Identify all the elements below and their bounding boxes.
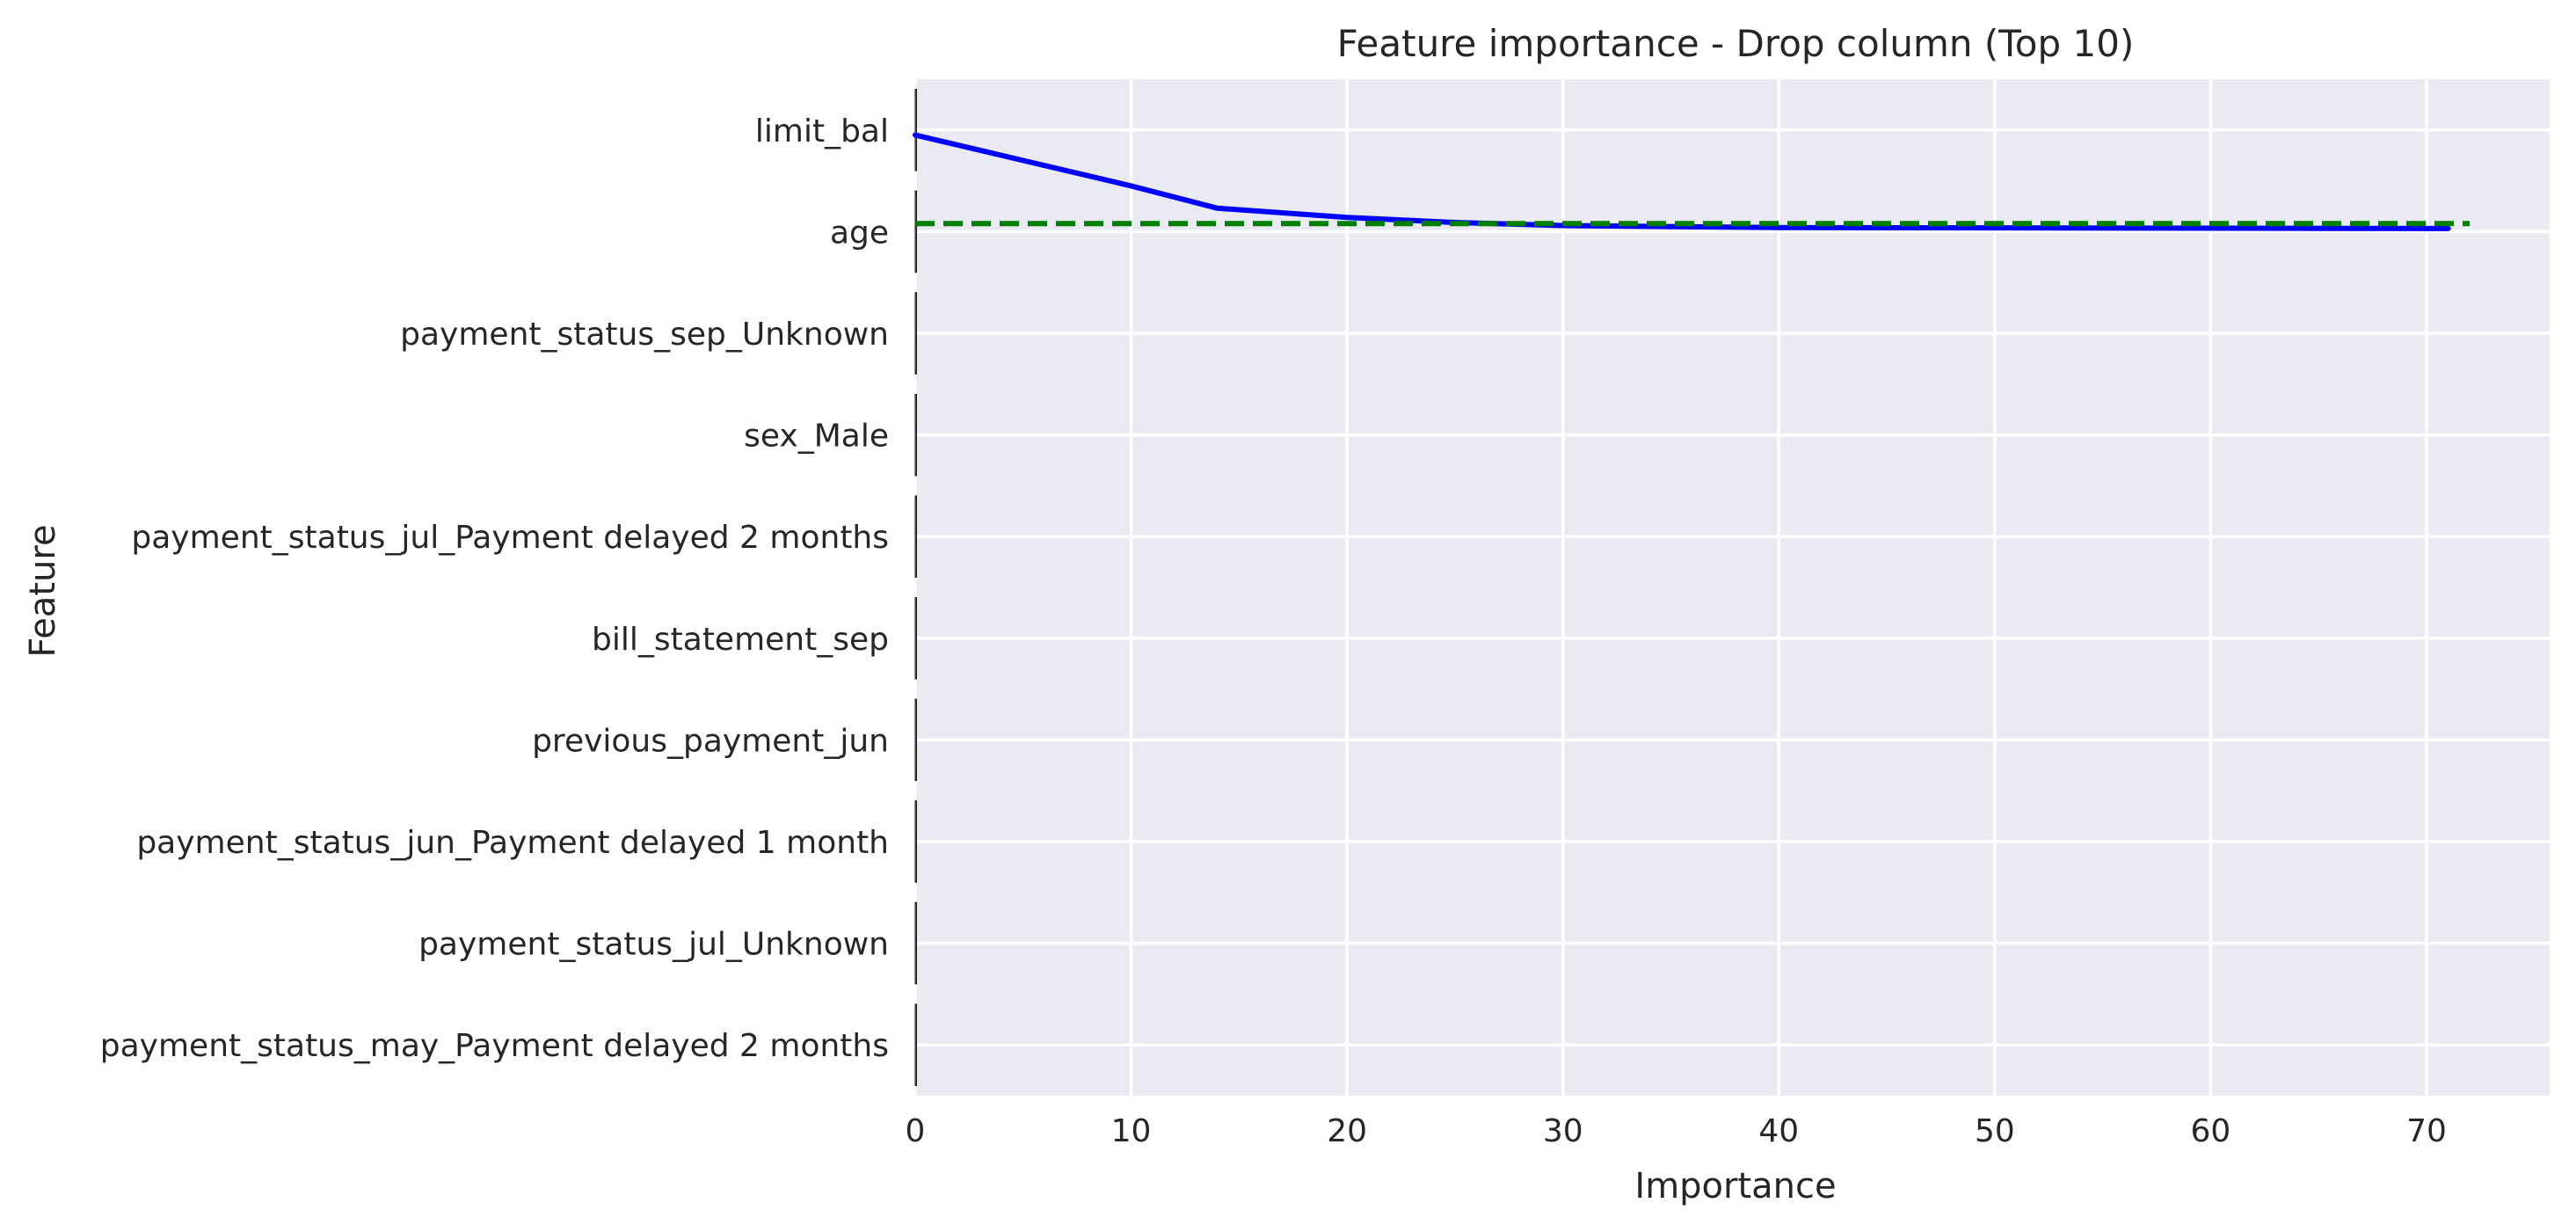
grid-lines <box>913 79 2550 1096</box>
importance-bar <box>914 901 917 985</box>
plot-area <box>915 79 2550 1096</box>
x-axis-label: Importance <box>1634 1166 1836 1206</box>
y-tick-label: sex_Male <box>744 419 889 455</box>
overlay-lines <box>913 132 2470 231</box>
x-tick-label: 50 <box>1975 1113 2015 1149</box>
y-tick-label: payment_status_jul_Unknown <box>418 927 889 963</box>
bars <box>914 89 917 1086</box>
x-tick-labels: 0 10 20 30 40 50 60 70 <box>906 1113 2447 1149</box>
x-tick-label: 30 <box>1543 1113 1583 1149</box>
y-tick-label: limit_bal <box>755 113 889 149</box>
x-tick-label: 60 <box>2191 1113 2231 1149</box>
x-tick-label: 70 <box>2406 1113 2447 1149</box>
importance-bar <box>914 190 917 273</box>
y-axis-label: Feature <box>23 524 63 657</box>
x-tick-label: 20 <box>1327 1113 1367 1149</box>
y-tick-label: payment_status_jun_Payment delayed 1 mon… <box>136 825 889 861</box>
importance-bar <box>914 597 917 680</box>
y-tick-label: age <box>830 215 889 251</box>
importance-bar <box>914 698 917 782</box>
importance-bar <box>914 1003 917 1086</box>
importance-bar <box>914 393 917 477</box>
chart-title: Feature importance - Drop column (Top 10… <box>1337 22 2135 65</box>
x-tick-label: 10 <box>1111 1113 1152 1149</box>
importance-bar <box>914 495 917 578</box>
overlay-trend-line <box>913 132 2451 231</box>
importance-bar <box>914 89 917 171</box>
importance-bar <box>914 800 917 883</box>
y-tick-label: previous_payment_jun <box>532 723 889 759</box>
x-tick-label: 0 <box>906 1113 926 1149</box>
y-tick-label: bill_statement_sep <box>592 622 889 658</box>
y-tick-label: payment_status_jul_Payment delayed 2 mon… <box>131 520 889 556</box>
y-tick-label: payment_status_may_Payment delayed 2 mon… <box>100 1028 889 1064</box>
importance-bar <box>914 292 917 375</box>
y-tick-label: payment_status_sep_Unknown <box>400 317 889 353</box>
x-tick-label: 40 <box>1758 1113 1799 1149</box>
